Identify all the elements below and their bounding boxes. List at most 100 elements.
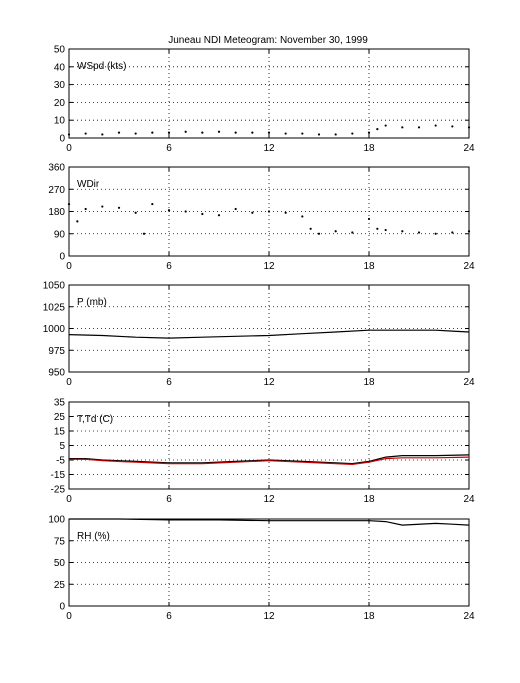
x-tick-label: 12	[263, 143, 275, 154]
data-point	[376, 128, 379, 131]
x-tick-label: 18	[363, 377, 375, 388]
x-tick-label: 6	[166, 143, 172, 154]
data-point	[351, 132, 354, 135]
data-point	[201, 212, 204, 216]
data-point	[417, 231, 421, 234]
data-point	[317, 133, 321, 136]
data-point	[151, 131, 154, 134]
data-point	[217, 130, 221, 133]
data-point	[101, 133, 104, 136]
y-tick-label: 15	[54, 427, 66, 438]
figure-title: Juneau NDI Meteogram: November 30, 1999	[168, 35, 368, 46]
y-tick-label: 0	[59, 134, 65, 145]
x-tick-label: 18	[363, 143, 375, 154]
data-point	[401, 126, 404, 129]
data-point	[234, 131, 237, 134]
panel-label: P (mb)	[77, 297, 107, 308]
panel-3: 0 6 12 18 24 950 975 1000 1025 1050 P (mb)	[43, 281, 475, 389]
data-point	[451, 125, 454, 128]
y-tick-label: 1050	[43, 281, 66, 292]
y-tick-label: 35	[54, 398, 66, 409]
data-point	[184, 130, 187, 133]
y-tick-label: 0	[59, 252, 65, 263]
x-tick-label: 12	[263, 261, 275, 272]
y-tick-label: 20	[54, 98, 66, 109]
y-tick-label: 1000	[43, 324, 66, 335]
x-tick-label: 24	[463, 611, 475, 622]
data-point	[267, 131, 271, 134]
x-tick-label: 18	[363, 494, 375, 505]
data-point	[84, 207, 87, 211]
y-tick-label: 5	[59, 441, 65, 452]
panel-label: RH (%)	[77, 531, 110, 542]
y-tick-label: 1025	[43, 302, 66, 313]
series-line-2	[69, 456, 470, 466]
data-point	[334, 133, 337, 136]
y-tick-label: 100	[48, 515, 65, 526]
data-point	[434, 232, 437, 235]
series-line-1	[69, 518, 470, 526]
y-tick-label: 975	[48, 346, 65, 357]
data-point	[401, 230, 404, 233]
data-point	[367, 131, 371, 134]
y-tick-label: -15	[51, 470, 66, 481]
data-point	[84, 132, 87, 135]
data-point	[134, 132, 137, 135]
y-tick-label: 25	[54, 580, 66, 591]
data-point	[417, 126, 421, 129]
data-point	[117, 206, 121, 209]
data-point	[167, 209, 171, 212]
data-point	[317, 232, 321, 235]
panel-1: 0 6 12 18 24 0 10 20 30 40 50 WSpd (kts)	[54, 45, 475, 155]
data-point	[217, 214, 221, 217]
panel-5: 0 6 12 18 24 0 25 50 75 100 RH (%)	[48, 515, 475, 623]
data-point	[201, 131, 204, 134]
y-tick-label: 950	[48, 368, 65, 379]
data-point	[117, 131, 121, 134]
data-point	[384, 228, 387, 232]
data-point	[351, 231, 354, 234]
data-point	[467, 126, 471, 129]
data-point	[334, 230, 337, 233]
x-tick-label: 18	[363, 261, 375, 272]
data-point	[467, 230, 471, 233]
data-point	[309, 227, 312, 230]
x-tick-label: 0	[66, 494, 72, 505]
data-point	[451, 231, 454, 234]
x-tick-label: 12	[263, 611, 275, 622]
data-point	[134, 211, 137, 214]
data-point	[251, 211, 254, 214]
panel-label: WDir	[77, 179, 100, 190]
data-point	[142, 232, 146, 235]
panel-label: WSpd (kts)	[77, 61, 126, 72]
y-tick-label: 40	[54, 62, 66, 73]
data-point	[67, 133, 71, 136]
x-tick-label: 6	[166, 377, 172, 388]
data-point	[284, 132, 287, 135]
data-point	[267, 210, 271, 213]
x-tick-label: 12	[263, 494, 275, 505]
data-point	[67, 202, 71, 206]
y-tick-label: 180	[48, 207, 65, 218]
data-point	[167, 131, 171, 134]
x-tick-label: 12	[263, 377, 275, 388]
y-tick-label: 270	[48, 185, 65, 196]
x-tick-label: 0	[66, 261, 72, 272]
x-tick-label: 24	[463, 377, 475, 388]
y-tick-label: 30	[54, 80, 66, 91]
y-tick-label: 25	[54, 412, 66, 423]
panel-label: T,Td (C)	[77, 414, 113, 425]
panel-4: 0 6 12 18 24 -25 -15 -5 5 15 25 35 T,Td (C)	[51, 398, 475, 506]
x-tick-label: 0	[66, 143, 72, 154]
x-tick-label: 6	[166, 494, 172, 505]
y-tick-label: -25	[51, 485, 66, 496]
data-point	[367, 217, 371, 221]
x-tick-label: 6	[166, 611, 172, 622]
y-tick-label: 75	[54, 536, 66, 547]
data-point	[251, 131, 254, 134]
data-point	[151, 202, 154, 206]
y-tick-label: 360	[48, 163, 65, 174]
x-tick-label: 24	[463, 494, 475, 505]
